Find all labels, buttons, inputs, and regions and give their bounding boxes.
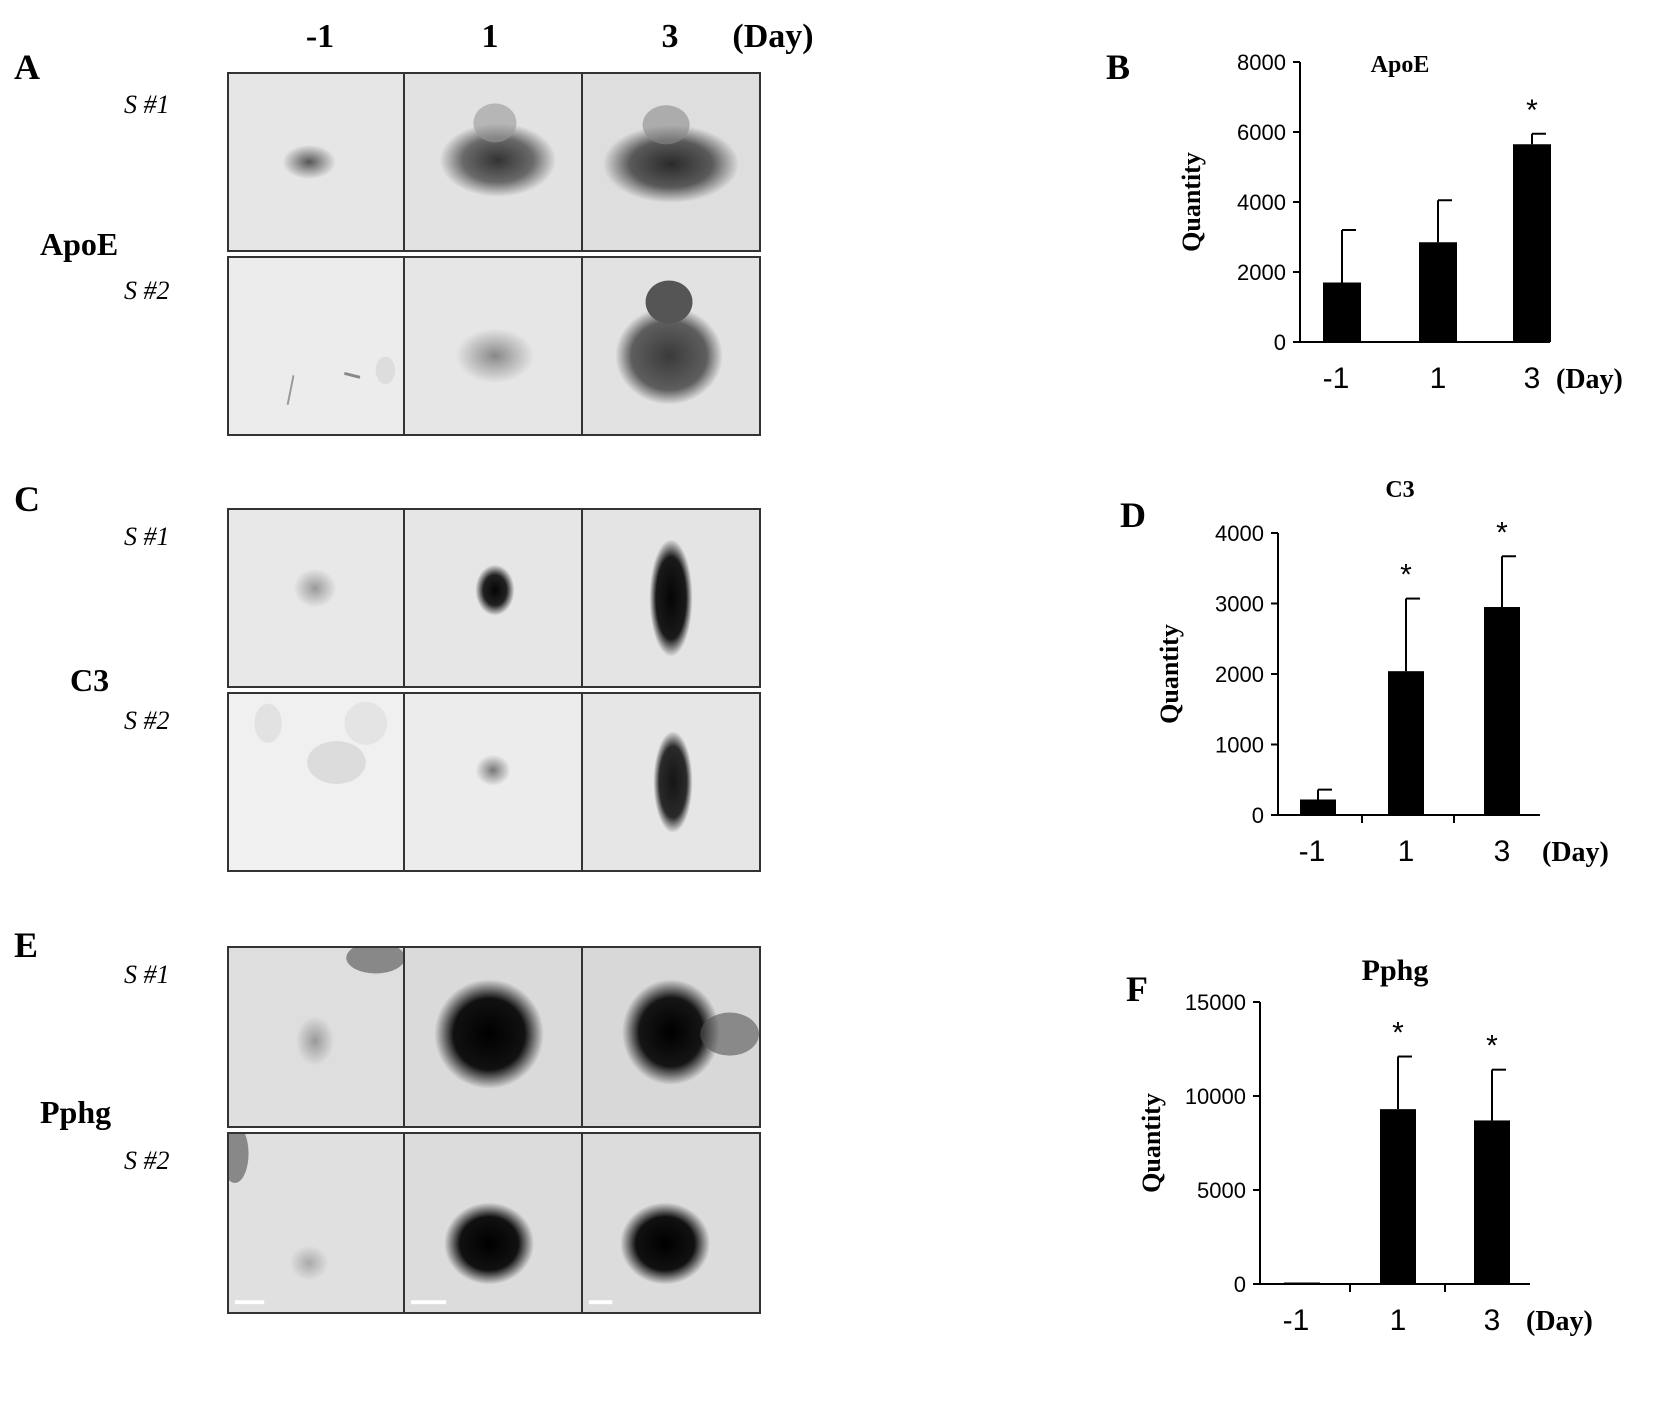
chart-title: C3 <box>1385 477 1414 503</box>
blot-apoe-s2-day-minus1 <box>227 256 405 436</box>
significance-marker: * <box>1486 1030 1498 1063</box>
panel-label-a: A <box>14 47 40 87</box>
day-header-minus1: -1 <box>305 18 335 55</box>
y-tick-label: 5000 <box>1197 1178 1246 1203</box>
y-tick-label: 2000 <box>1215 662 1264 687</box>
y-axis-label: Quantity <box>1177 152 1206 252</box>
blot-title-apoe: ApoE <box>40 226 119 262</box>
blot-pphg-s1-day3 <box>581 946 761 1128</box>
blot-c3-s1-day-minus1 <box>227 508 405 688</box>
panel-label-b: B <box>1106 47 1131 87</box>
y-tick-label: 10000 <box>1185 1084 1246 1109</box>
sample-label-c3-s1: S #1 <box>124 522 170 551</box>
chart-pphg-svg: Pphg 0 5000 10000 15000 Quantity -1 * 1 * 3 (Day) <box>1137 954 1593 1337</box>
blot-c3-s2-day1 <box>403 692 583 872</box>
blot-pphg-s2-day-minus1 <box>227 1132 405 1314</box>
blot-apoe-s2-day1 <box>403 256 583 436</box>
blot-pphg-s1-day1 <box>403 946 583 1128</box>
x-tick-label: 1 <box>1430 362 1447 395</box>
y-tick-label: 4000 <box>1237 190 1286 215</box>
x-tick-label: 1 <box>1390 1304 1407 1337</box>
blot-c3-s1-day3 <box>581 508 761 688</box>
blot-apoe-s1-day3 <box>581 72 761 252</box>
sample-label-apoe-s1: S #1 <box>124 90 170 119</box>
blot-c3-s2-day3 <box>581 692 761 872</box>
significance-marker: * <box>1400 559 1412 592</box>
chart-pphg: Pphg 0 5000 10000 15000 Quantity -1 * 1 * 3 (Day) <box>1137 954 1650 1410</box>
x-tick-label: 3 <box>1484 1304 1501 1337</box>
chart-title: ApoE <box>1371 52 1430 78</box>
blot-title-c3: C3 <box>70 662 110 698</box>
bar <box>1284 1282 1320 1284</box>
day-header-3: 3 <box>661 18 679 55</box>
y-tick-label: 4000 <box>1215 521 1264 546</box>
y-tick-label: 0 <box>1274 330 1286 355</box>
bar <box>1388 671 1424 815</box>
bar <box>1380 1109 1416 1284</box>
y-tick-label: 1000 <box>1215 733 1264 758</box>
bar <box>1474 1120 1510 1284</box>
sample-label-pphg-s2: S #2 <box>124 1146 170 1175</box>
x-tick-label: 3 <box>1524 362 1541 395</box>
blot-pphg-s1-day-minus1 <box>227 946 405 1128</box>
x-axis-unit: (Day) <box>1526 1306 1593 1337</box>
y-tick-label: 0 <box>1234 1272 1246 1297</box>
day-header-unit: (Day) <box>732 18 814 55</box>
blot-title-pphg: Pphg <box>40 1094 112 1130</box>
bar <box>1513 144 1551 342</box>
blot-c3-s1-day1 <box>403 508 583 688</box>
sample-label-apoe-s2: S #2 <box>124 276 170 305</box>
sample-label-c3-s2: S #2 <box>124 706 170 735</box>
x-axis-unit: (Day) <box>1556 364 1623 395</box>
chart-title: Pphg <box>1362 954 1429 987</box>
y-tick-label: 0 <box>1252 803 1264 828</box>
x-tick-label: 1 <box>1398 835 1415 868</box>
significance-marker: * <box>1392 1017 1404 1050</box>
panel-label-d: D <box>1120 495 1146 535</box>
y-tick-label: 2000 <box>1237 260 1286 285</box>
y-tick-label: 15000 <box>1185 990 1246 1015</box>
chart-c3-svg: C3 0 1000 2000 3000 4000 Quantity -1 * 1 * 3 (Day) <box>1155 477 1609 868</box>
significance-marker: * <box>1496 516 1508 549</box>
panel-label-f: F <box>1126 969 1148 1009</box>
chart-apoe-svg: ApoE 0 2000 4000 6000 8000 Quantity -1 1 * 3 (Day) <box>1177 50 1623 395</box>
blot-apoe-s1-day-minus1 <box>227 72 405 252</box>
blot-pphg-s2-day1 <box>403 1132 583 1314</box>
chart-c3: C3 0 1000 2000 3000 4000 Quantity -1 * 1 * 3 (Day) <box>1150 477 1650 925</box>
x-tick-label: -1 <box>1299 835 1326 868</box>
bar <box>1323 282 1361 342</box>
blot-pphg-s2-day3 <box>581 1132 761 1314</box>
y-tick-label: 3000 <box>1215 592 1264 617</box>
chart-apoe: ApoE 0 2000 4000 6000 8000 Quantity -1 1 * 3 (Day) <box>1150 40 1650 420</box>
blot-apoe-s1-day1 <box>403 72 583 252</box>
y-tick-label: 8000 <box>1237 50 1286 75</box>
sample-label-pphg-s1: S #1 <box>124 960 170 989</box>
blot-apoe-s2-day3 <box>581 256 761 436</box>
bar <box>1484 607 1520 815</box>
x-tick-label: 3 <box>1494 835 1511 868</box>
day-header-1: 1 <box>481 18 499 55</box>
y-axis-label: Quantity <box>1137 1093 1166 1193</box>
significance-marker: * <box>1526 94 1538 127</box>
bar <box>1300 799 1336 815</box>
blot-c3-s2-day-minus1 <box>227 692 405 872</box>
bar <box>1419 242 1457 342</box>
y-axis-label: Quantity <box>1155 624 1184 724</box>
x-axis-unit: (Day) <box>1542 837 1609 868</box>
panel-label-e: E <box>14 925 39 965</box>
panel-label-c: C <box>14 479 40 519</box>
y-tick-label: 6000 <box>1237 120 1286 145</box>
x-tick-label: -1 <box>1283 1304 1310 1337</box>
x-tick-label: -1 <box>1323 362 1350 395</box>
